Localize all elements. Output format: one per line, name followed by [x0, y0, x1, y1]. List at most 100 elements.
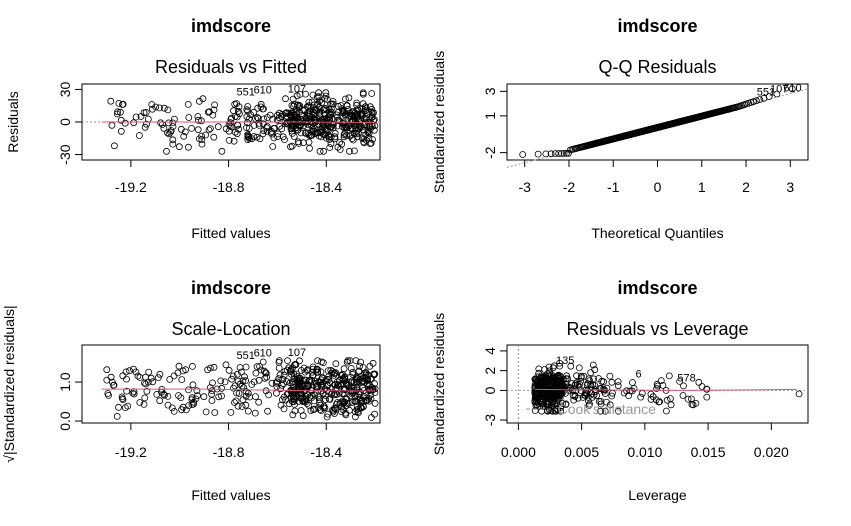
data-point: [557, 381, 565, 389]
data-point: [200, 393, 208, 401]
data-point: [245, 124, 253, 132]
data-point: [194, 116, 202, 124]
data-point: [149, 378, 157, 386]
data-point: [227, 119, 234, 126]
data-point: [292, 124, 300, 131]
data-point: [282, 396, 290, 404]
data-point: [178, 376, 186, 384]
data-point: [692, 399, 700, 407]
outlier-label: 610: [254, 347, 272, 359]
data-point: [296, 102, 304, 109]
data-point: [175, 143, 183, 151]
data-point: [353, 99, 361, 107]
data-point: [327, 140, 335, 148]
data-point: [324, 367, 332, 375]
data-point: [291, 407, 299, 415]
data-point: [262, 369, 270, 377]
data-point: [142, 380, 150, 388]
data-point: [229, 372, 237, 380]
data-point: [357, 358, 365, 366]
data-point: [143, 387, 151, 395]
data-point: [291, 400, 298, 408]
data-point: [324, 132, 332, 140]
data-point: [175, 392, 182, 399]
data-point: [313, 366, 321, 374]
data-point: [198, 140, 206, 148]
data-point: [614, 407, 622, 415]
data-point: [606, 372, 614, 380]
data-point: [519, 151, 527, 158]
data-point: [322, 377, 330, 385]
data-point: [359, 89, 367, 97]
outlier-label: 6: [635, 369, 641, 381]
data-point: [557, 404, 564, 411]
data-point: [550, 362, 558, 370]
data-point: [371, 399, 379, 407]
y-tick-label: 1: [482, 112, 498, 120]
data-point: [325, 376, 333, 383]
data-point: [567, 362, 575, 370]
data-point: [115, 403, 122, 411]
data-point: [210, 106, 218, 114]
data-point: [228, 375, 236, 383]
data-point: [208, 397, 216, 404]
data-point: [322, 92, 330, 100]
data-point: [531, 407, 539, 414]
data-point: [136, 373, 144, 381]
data-point: [346, 112, 354, 120]
data-point: [647, 395, 655, 403]
data-point: [242, 388, 250, 395]
data-point: [164, 129, 171, 137]
panel-1: imdscore Residuals vs Fitted Fitted values…: [5, 16, 381, 241]
outlier-label: 610: [254, 84, 272, 96]
panel-3: imdscore Scale-Location Fitted values √|Sta…: [1, 278, 381, 503]
data-point: [584, 393, 592, 401]
data-point: [289, 411, 297, 419]
data-point: [680, 382, 687, 390]
data-point: [653, 380, 661, 388]
data-point: [188, 124, 196, 132]
data-point: [308, 124, 316, 132]
points-group: [103, 357, 379, 421]
data-point: [194, 392, 201, 400]
data-point: [301, 392, 309, 400]
data-point: [281, 368, 289, 375]
data-point: [551, 376, 558, 384]
x-axis-label: Leverage: [628, 487, 687, 503]
data-point: [354, 129, 362, 137]
data-point: [369, 359, 377, 367]
data-point: [656, 398, 663, 406]
data-point: [253, 133, 261, 141]
data-point: [126, 367, 133, 375]
x-axis-label: Fitted values: [191, 487, 270, 503]
data-point: [285, 400, 293, 408]
x-tick-label: 0.000: [501, 444, 536, 460]
outlier-label: 578: [677, 373, 695, 385]
data-point: [281, 136, 288, 144]
data-point: [227, 408, 235, 416]
points-group: [519, 85, 796, 158]
data-point: [156, 397, 164, 405]
data-point: [316, 97, 324, 105]
data-point: [123, 387, 131, 395]
data-point: [234, 377, 242, 385]
data-point: [584, 380, 592, 387]
data-point: [316, 110, 324, 118]
data-point: [589, 361, 597, 369]
data-point: [626, 387, 634, 395]
y-tick-label: 0: [57, 118, 73, 126]
data-point: [329, 100, 337, 108]
data-point: [551, 406, 558, 414]
data-point: [235, 389, 243, 397]
data-point: [240, 384, 248, 392]
data-point: [113, 412, 121, 420]
data-point: [169, 119, 177, 127]
points-group: [531, 359, 803, 415]
data-point: [688, 400, 696, 408]
data-point: [154, 374, 162, 382]
data-point: [303, 103, 311, 110]
data-point: [567, 384, 575, 392]
data-point: [234, 121, 242, 129]
data-point: [190, 400, 197, 408]
